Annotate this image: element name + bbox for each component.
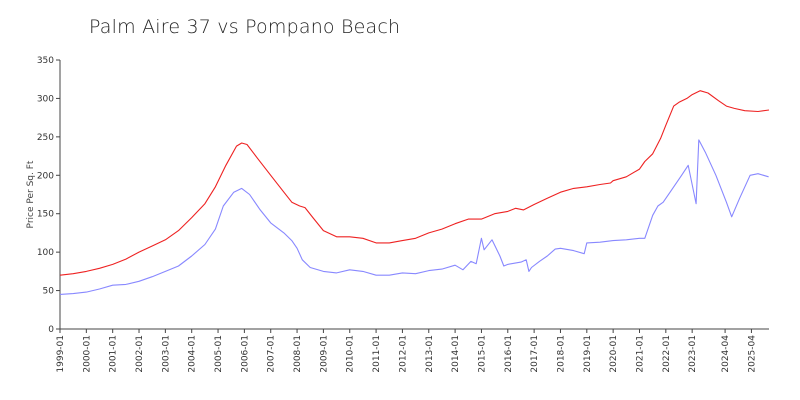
- x-tick-label: 2024-04: [721, 335, 731, 373]
- x-tick-label: 2004-01: [188, 335, 198, 373]
- x-tick-label: 2003-01: [161, 335, 171, 373]
- x-tick-label: 2021-01: [635, 335, 645, 373]
- y-axis-label: Price Per Sq. Ft: [26, 160, 36, 228]
- x-tick-label: 1999-01: [56, 335, 66, 373]
- x-tick-label: 2007-01: [267, 335, 277, 373]
- y-tick-label: 150: [37, 210, 54, 220]
- x-tick-label: 2010-01: [346, 335, 356, 373]
- x-tick-label: 2017-01: [530, 335, 540, 373]
- y-tick-label: 0: [48, 325, 54, 335]
- x-tick-label: 2009-01: [319, 335, 329, 373]
- x-tick-label: 2002-01: [135, 335, 145, 373]
- y-tick-label: 350: [37, 56, 54, 66]
- y-tick-label: 200: [37, 171, 54, 181]
- x-tick-label: 2014-01: [451, 335, 461, 373]
- x-tick-label: 2012-01: [398, 335, 408, 373]
- x-tick-label: 2006-01: [240, 335, 250, 373]
- x-tick-label: 2000-01: [82, 335, 92, 373]
- y-tick-label: 300: [37, 94, 54, 104]
- chart-title: Palm Aire 37 vs Pompano Beach: [89, 16, 401, 38]
- x-tick-label: 2001-01: [109, 335, 119, 373]
- x-tick-label: 2005-01: [214, 335, 224, 373]
- x-tick-label: 2018-01: [556, 335, 566, 373]
- x-tick-label: 2011-01: [372, 335, 382, 373]
- y-tick-label: 100: [37, 248, 54, 258]
- x-tick-label: 2022-01: [662, 335, 672, 373]
- x-tick-label: 2019-01: [583, 335, 593, 373]
- series-layer: [59, 90, 770, 295]
- series-line-palm-aire-37: [59, 139, 769, 295]
- y-axis: 0 50 100 150 200 250 300 350: [37, 56, 61, 335]
- x-tick-label: 2016-01: [504, 335, 514, 373]
- x-tick-label: 2023-01: [688, 335, 698, 373]
- x-tick-label: 2025-04: [747, 335, 757, 373]
- x-axis: 1999-01 2000-01 2001-01 2002-01 2003-01 2004-…: [56, 328, 769, 373]
- series-line-pompano-beach: [59, 90, 770, 276]
- x-tick-label: 2013-01: [425, 335, 435, 373]
- x-tick-label: 2020-01: [609, 335, 619, 373]
- x-tick-label: 2015-01: [477, 335, 487, 373]
- x-tick-label: 2008-01: [293, 335, 303, 373]
- y-tick-label: 50: [43, 287, 55, 297]
- y-tick-label: 250: [37, 133, 54, 143]
